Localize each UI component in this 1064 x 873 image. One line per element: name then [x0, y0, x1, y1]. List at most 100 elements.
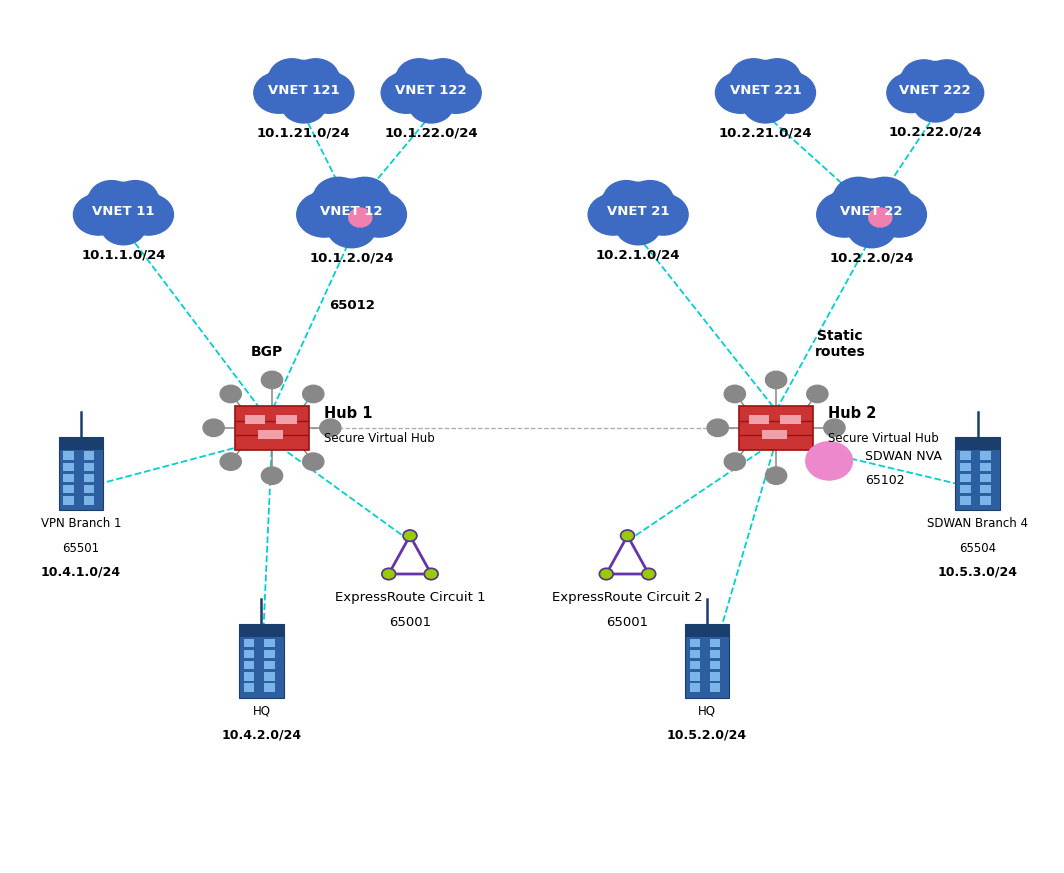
- Circle shape: [616, 208, 661, 244]
- Circle shape: [304, 72, 354, 113]
- FancyBboxPatch shape: [980, 474, 991, 483]
- Circle shape: [604, 182, 672, 238]
- Text: Static
routes: Static routes: [814, 329, 865, 359]
- FancyBboxPatch shape: [84, 463, 94, 471]
- Text: VNET 12: VNET 12: [320, 205, 383, 218]
- Circle shape: [305, 67, 342, 97]
- Circle shape: [765, 72, 815, 113]
- FancyBboxPatch shape: [960, 463, 970, 471]
- Circle shape: [431, 72, 481, 113]
- FancyBboxPatch shape: [84, 451, 94, 460]
- Circle shape: [728, 67, 764, 97]
- FancyBboxPatch shape: [980, 496, 991, 505]
- Circle shape: [639, 189, 677, 219]
- Circle shape: [935, 73, 983, 113]
- Text: VNET 221: VNET 221: [730, 84, 801, 97]
- Text: 10.5.2.0/24: 10.5.2.0/24: [667, 729, 747, 742]
- Text: 10.4.1.0/24: 10.4.1.0/24: [40, 566, 121, 578]
- Text: 65001: 65001: [606, 615, 649, 629]
- Text: SDWAN NVA: SDWAN NVA: [865, 450, 942, 463]
- Circle shape: [817, 192, 871, 237]
- Text: 65102: 65102: [865, 473, 904, 486]
- Circle shape: [830, 186, 870, 219]
- FancyBboxPatch shape: [59, 436, 103, 450]
- Circle shape: [220, 453, 242, 471]
- Circle shape: [898, 68, 934, 97]
- Circle shape: [642, 568, 655, 580]
- Circle shape: [101, 208, 146, 244]
- Circle shape: [203, 419, 225, 436]
- FancyBboxPatch shape: [244, 683, 254, 691]
- FancyBboxPatch shape: [264, 638, 275, 647]
- Text: HQ: HQ: [252, 705, 270, 718]
- Circle shape: [339, 177, 389, 219]
- Text: 65501: 65501: [63, 542, 100, 555]
- FancyBboxPatch shape: [710, 672, 720, 681]
- Circle shape: [834, 179, 909, 241]
- Circle shape: [353, 186, 394, 219]
- Circle shape: [765, 467, 786, 485]
- Text: 10.5.3.0/24: 10.5.3.0/24: [937, 566, 1017, 578]
- FancyBboxPatch shape: [264, 683, 275, 691]
- Circle shape: [88, 181, 135, 218]
- Circle shape: [349, 208, 371, 227]
- Circle shape: [89, 182, 157, 238]
- FancyBboxPatch shape: [84, 496, 94, 505]
- Circle shape: [847, 208, 896, 248]
- FancyBboxPatch shape: [980, 451, 991, 460]
- FancyBboxPatch shape: [960, 474, 970, 483]
- Text: 65012: 65012: [329, 299, 375, 313]
- Circle shape: [725, 453, 746, 471]
- Circle shape: [807, 453, 828, 471]
- Circle shape: [220, 385, 242, 402]
- FancyBboxPatch shape: [689, 650, 700, 658]
- Circle shape: [925, 60, 969, 96]
- Text: 10.2.1.0/24: 10.2.1.0/24: [596, 248, 680, 261]
- FancyBboxPatch shape: [239, 623, 284, 698]
- Circle shape: [409, 86, 453, 123]
- Circle shape: [860, 177, 910, 219]
- FancyBboxPatch shape: [244, 672, 254, 681]
- FancyBboxPatch shape: [64, 474, 74, 483]
- Text: 10.2.22.0/24: 10.2.22.0/24: [888, 125, 982, 138]
- Circle shape: [269, 60, 338, 116]
- Circle shape: [588, 194, 638, 235]
- Circle shape: [310, 186, 350, 219]
- Text: VNET 22: VNET 22: [841, 205, 903, 218]
- Text: 10.1.21.0/24: 10.1.21.0/24: [257, 127, 351, 139]
- Circle shape: [936, 68, 972, 97]
- FancyBboxPatch shape: [955, 436, 1000, 511]
- Text: ExpressRoute Circuit 1: ExpressRoute Circuit 1: [335, 591, 485, 604]
- Circle shape: [599, 568, 613, 580]
- Circle shape: [725, 385, 746, 402]
- Text: VNET 11: VNET 11: [93, 205, 154, 218]
- FancyBboxPatch shape: [277, 416, 297, 424]
- Text: 10.1.1.0/24: 10.1.1.0/24: [81, 248, 166, 261]
- FancyBboxPatch shape: [780, 416, 800, 424]
- Text: VNET 122: VNET 122: [396, 84, 467, 97]
- Text: 10.4.2.0/24: 10.4.2.0/24: [221, 729, 301, 742]
- FancyBboxPatch shape: [960, 451, 970, 460]
- Text: HQ: HQ: [698, 705, 716, 718]
- FancyBboxPatch shape: [960, 496, 970, 505]
- FancyBboxPatch shape: [245, 416, 265, 424]
- FancyBboxPatch shape: [685, 623, 730, 637]
- Text: 10.2.21.0/24: 10.2.21.0/24: [718, 127, 812, 139]
- FancyBboxPatch shape: [710, 661, 720, 670]
- FancyBboxPatch shape: [64, 451, 74, 460]
- Circle shape: [396, 58, 443, 97]
- Circle shape: [715, 72, 765, 113]
- Circle shape: [432, 67, 469, 97]
- Circle shape: [293, 58, 338, 97]
- FancyBboxPatch shape: [955, 436, 1000, 450]
- Circle shape: [868, 208, 892, 227]
- Circle shape: [262, 371, 283, 388]
- Circle shape: [320, 419, 340, 436]
- FancyBboxPatch shape: [689, 638, 700, 647]
- Circle shape: [600, 189, 637, 219]
- Circle shape: [124, 189, 162, 219]
- Circle shape: [262, 467, 283, 485]
- FancyBboxPatch shape: [244, 638, 254, 647]
- Circle shape: [627, 181, 674, 218]
- FancyBboxPatch shape: [710, 638, 720, 647]
